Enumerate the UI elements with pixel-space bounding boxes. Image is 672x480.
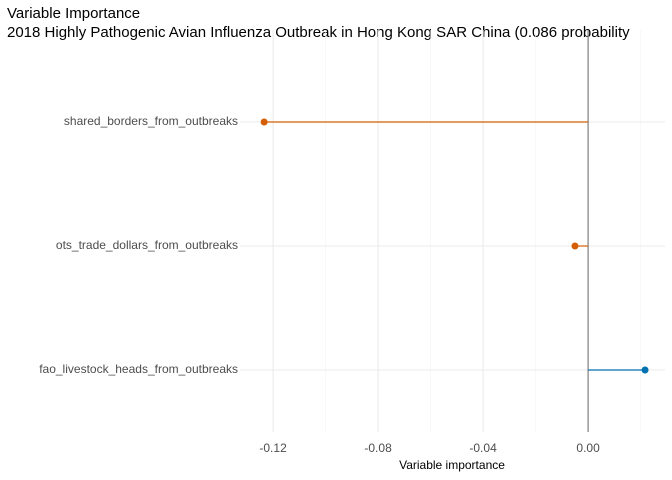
y-tick-label: shared_borders_from_outbreaks [64,114,238,128]
x-tick-label: 0.00 [576,441,600,455]
chart-subtitle: 2018 Highly Pathogenic Avian Influenza O… [7,24,630,41]
x-tick-label: -0.12 [259,441,287,455]
lollipop-dot [260,118,268,126]
chart-title: Variable Importance [7,5,140,22]
y-tick-label: fao_livestock_heads_from_outbreaks [39,362,238,376]
lollipop-dot [641,366,649,374]
x-tick-label: -0.08 [364,441,392,455]
lollipop-dot [571,242,579,250]
y-tick-label: ots_trade_dollars_from_outbreaks [56,238,238,252]
x-axis-label: Variable importance [399,458,505,472]
x-tick-label: -0.04 [469,441,497,455]
